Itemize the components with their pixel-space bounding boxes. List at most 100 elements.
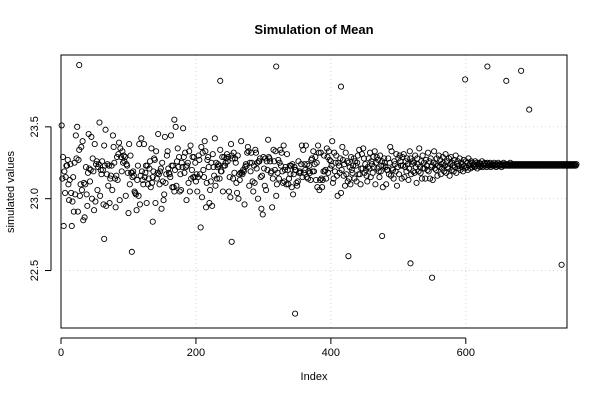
- data-point: [171, 116, 178, 123]
- data-point: [135, 192, 142, 199]
- data-point: [401, 174, 408, 181]
- data-point: [244, 143, 251, 151]
- data-point: [128, 248, 135, 255]
- data-point: [59, 175, 66, 182]
- data-point: [188, 166, 195, 173]
- data-point: [89, 155, 96, 162]
- data-point: [114, 176, 121, 184]
- data-point: [138, 135, 145, 142]
- data-point: [232, 159, 239, 166]
- data-point: [267, 158, 274, 165]
- data-point: [238, 138, 245, 145]
- data-point: [186, 148, 193, 155]
- data-point: [435, 162, 442, 169]
- data-point: [118, 168, 125, 175]
- data-point: [175, 164, 182, 171]
- y-tick-label: 22.5: [29, 260, 41, 281]
- data-point: [113, 172, 120, 179]
- data-point: [62, 189, 69, 196]
- data-point: [252, 146, 259, 153]
- data-point: [77, 181, 84, 188]
- data-point: [379, 232, 386, 240]
- data-point: [155, 130, 162, 138]
- data-point: [329, 179, 336, 186]
- data-point: [129, 174, 136, 181]
- data-point: [109, 187, 116, 194]
- data-point: [158, 205, 165, 212]
- data-point: [198, 194, 206, 201]
- data-point: [94, 187, 101, 194]
- data-point: [484, 63, 491, 70]
- data-point: [413, 179, 420, 186]
- data-point: [70, 208, 77, 215]
- data-point: [258, 172, 266, 179]
- data-point: [120, 159, 127, 166]
- data-point: [74, 123, 81, 130]
- data-point: [116, 197, 123, 204]
- data-point: [364, 178, 371, 185]
- data-point: [207, 178, 214, 185]
- data-point: [377, 152, 384, 159]
- data-point: [261, 165, 268, 172]
- data-point: [452, 152, 459, 159]
- data-point: [134, 162, 141, 169]
- data-point: [442, 151, 449, 158]
- data-point: [383, 181, 390, 188]
- data-point: [429, 176, 436, 184]
- data-point: [192, 159, 199, 166]
- data-point: [373, 153, 380, 161]
- data-point: [363, 172, 370, 179]
- data-point: [115, 139, 123, 146]
- data-point: [185, 179, 192, 186]
- data-point: [217, 146, 224, 153]
- data-point: [261, 182, 268, 189]
- data-point: [111, 159, 118, 166]
- data-point: [256, 158, 263, 165]
- data-point: [276, 159, 283, 166]
- data-point: [202, 204, 210, 211]
- data-point: [234, 152, 241, 159]
- data-point: [391, 158, 398, 165]
- data-point: [152, 199, 159, 207]
- data-point: [269, 204, 276, 211]
- data-point: [84, 202, 91, 209]
- data-point: [273, 192, 280, 199]
- data-point: [319, 184, 326, 191]
- data-point: [214, 164, 221, 171]
- data-point: [113, 153, 121, 161]
- data-point: [387, 143, 394, 151]
- data-point: [229, 155, 236, 162]
- data-point: [119, 148, 126, 155]
- data-point: [159, 159, 166, 166]
- data-point: [325, 148, 332, 155]
- data-point: [171, 166, 179, 173]
- data-point: [266, 155, 273, 162]
- data-point: [64, 156, 71, 163]
- data-point: [360, 145, 367, 152]
- data-point: [349, 169, 356, 176]
- data-point: [375, 168, 382, 175]
- data-point: [283, 181, 290, 188]
- data-point: [110, 143, 117, 151]
- data-point: [228, 238, 235, 245]
- data-point: [456, 155, 463, 162]
- data-point: [180, 125, 187, 132]
- data-point: [317, 176, 324, 184]
- data-point: [140, 141, 148, 148]
- data-point: [246, 182, 253, 189]
- data-point: [326, 156, 333, 163]
- data-point: [187, 142, 194, 149]
- data-point: [198, 143, 205, 151]
- data-point: [503, 77, 510, 84]
- data-point: [202, 148, 209, 155]
- data-point: [407, 260, 414, 267]
- data-point: [345, 159, 352, 166]
- data-point: [275, 156, 282, 163]
- data-point: [149, 218, 156, 225]
- data-point: [558, 261, 565, 268]
- data-point: [107, 175, 114, 182]
- data-point: [150, 168, 157, 175]
- data-point: [280, 142, 287, 149]
- data-point: [102, 126, 109, 133]
- data-point: [181, 169, 188, 176]
